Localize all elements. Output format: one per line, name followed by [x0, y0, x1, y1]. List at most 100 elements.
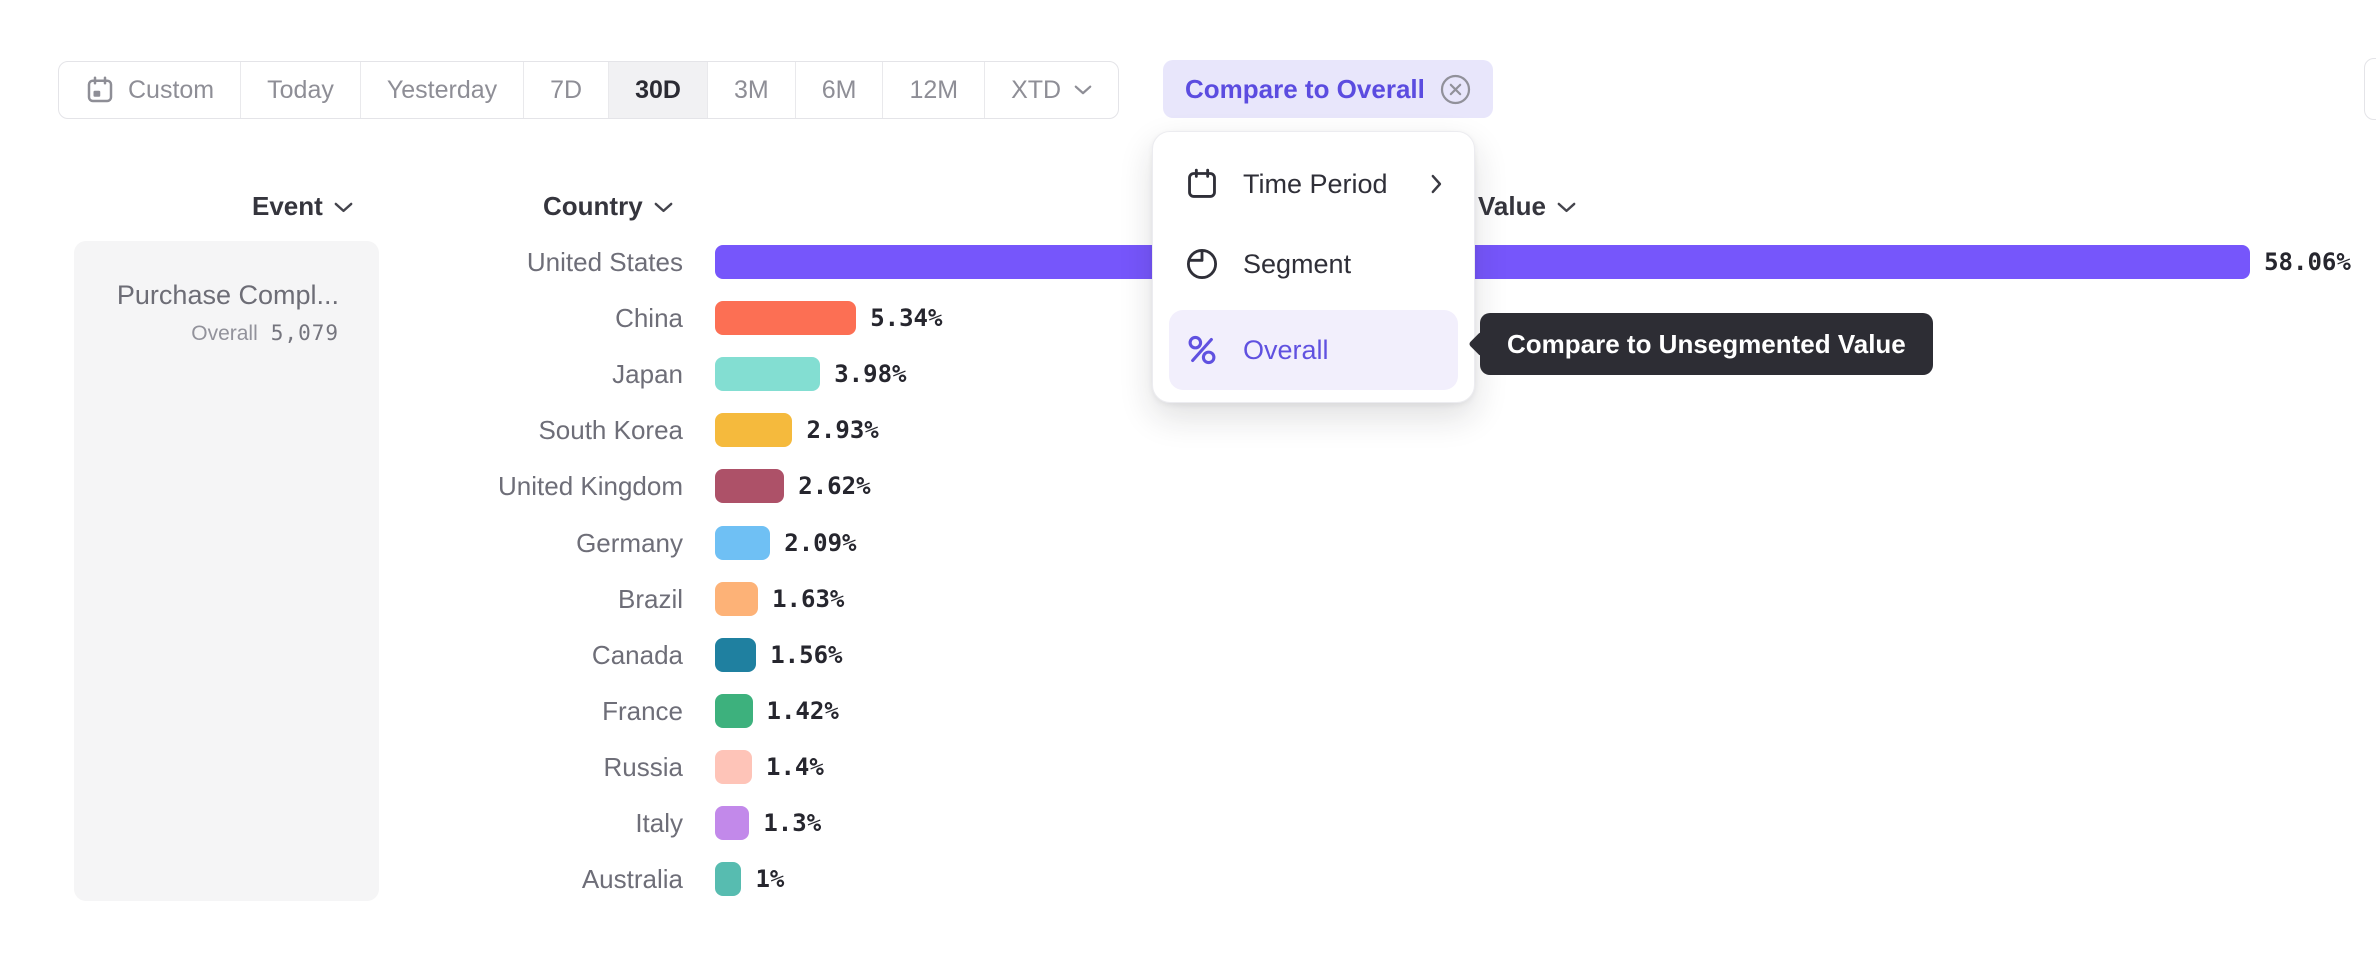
- chevron-down-icon: [654, 202, 673, 213]
- time-range-button-3m[interactable]: 3M: [708, 62, 796, 118]
- bar-segment[interactable]: [715, 469, 785, 504]
- time-range-button-30d[interactable]: 30D: [609, 62, 708, 118]
- menu-item-label: Time Period: [1243, 168, 1388, 199]
- percent-icon: [1188, 335, 1216, 365]
- row-label: Russia: [603, 751, 683, 782]
- compare-dropdown-menu: Time Period Segment Overall: [1152, 131, 1475, 403]
- time-range-button-yesterday[interactable]: Yesterday: [361, 62, 525, 118]
- time-range-button-7d[interactable]: 7D: [524, 62, 610, 118]
- menu-item-segment[interactable]: Segment: [1169, 232, 1458, 296]
- bar-segment[interactable]: [715, 413, 793, 448]
- chart-row-germany: Germany 2.09%: [0, 515, 2376, 571]
- bar-value-label: 1.42%: [766, 696, 839, 725]
- row-label: Australia: [581, 864, 683, 895]
- chart-row-south-korea: South Korea 2.93%: [0, 402, 2376, 458]
- row-label: Canada: [591, 639, 683, 670]
- bar-segment[interactable]: [715, 862, 742, 897]
- row-label: China: [615, 303, 683, 334]
- event-header-label: Event: [252, 190, 323, 221]
- compare-to-overall-chip[interactable]: Compare to Overall: [1163, 60, 1493, 118]
- time-range-button-12m[interactable]: 12M: [883, 62, 986, 118]
- bar-value-label: 1.3%: [763, 809, 822, 837]
- bar-value-label: 1.56%: [770, 640, 843, 669]
- chart-row-france: France 1.42%: [0, 683, 2376, 739]
- column-header-country[interactable]: Country: [543, 190, 673, 222]
- time-range-label: 7D: [550, 75, 583, 104]
- menu-item-icon-wrap: [1185, 333, 1219, 367]
- time-range-label: Custom: [128, 75, 215, 104]
- chart-row-russia: Russia 1.4%: [0, 739, 2376, 795]
- chart-row-italy: Italy 1.3%: [0, 795, 2376, 851]
- time-range-button-custom[interactable]: Custom: [59, 62, 242, 118]
- chevron-down-icon: [334, 202, 353, 213]
- bar-segment[interactable]: [715, 749, 753, 784]
- time-range-button-xtd[interactable]: XTD: [985, 62, 1118, 118]
- bar-value-label: 5.34%: [870, 304, 943, 333]
- time-range-label: Yesterday: [386, 75, 498, 104]
- menu-item-label: Overall: [1243, 334, 1329, 365]
- chart-row-china: China 5.34%: [0, 290, 2376, 346]
- bar-value-label: 2.93%: [806, 416, 879, 445]
- chart-row-united-kingdom: United Kingdom 2.62%: [0, 458, 2376, 514]
- row-label: United States: [526, 247, 683, 277]
- time-range-label: 3M: [733, 75, 769, 104]
- submenu-chevron-wrap: [1431, 174, 1442, 194]
- event-name: Purchase Compl...: [116, 280, 339, 310]
- time-range-label: 30D: [635, 75, 681, 104]
- time-range-label: 12M: [909, 75, 959, 104]
- chart-row-canada: Canada 1.56%: [0, 627, 2376, 683]
- country-bar-chart: United States 58.06% China 5.34% Japan 3.98% S…: [0, 234, 2376, 914]
- bar-segment[interactable]: [715, 245, 2251, 279]
- chevron-down-icon: [1557, 202, 1576, 213]
- chevron-right-icon: [1431, 174, 1442, 194]
- segment-icon: [1186, 248, 1218, 280]
- remove-compare-icon[interactable]: [1440, 74, 1471, 105]
- bar-segment[interactable]: [715, 581, 759, 616]
- menu-item-icon-wrap: [1185, 167, 1219, 201]
- tooltip: Compare to Unsegmented Value: [1468, 313, 1933, 375]
- menu-item-overall[interactable]: Overall: [1169, 310, 1458, 390]
- chart-row-japan: Japan 3.98%: [0, 346, 2376, 402]
- row-label: Italy: [635, 808, 683, 838]
- time-range-label: Today: [267, 75, 334, 104]
- time-range-button-today[interactable]: Today: [241, 62, 361, 118]
- chart-row-australia: Australia 1%: [0, 851, 2376, 907]
- bar-segment[interactable]: [715, 693, 753, 728]
- value-header-label: Value: [1478, 190, 1546, 221]
- bar-value-label: 1%: [755, 865, 785, 894]
- time-range-button-6m[interactable]: 6M: [796, 62, 884, 118]
- bar-value-label: 58.06%: [2264, 248, 2351, 276]
- chart-row-united-states: United States 58.06%: [0, 234, 2376, 290]
- column-header-value[interactable]: Value: [1478, 190, 1576, 222]
- column-header-event[interactable]: Event: [252, 190, 353, 222]
- menu-item-time-period[interactable]: Time Period: [1169, 152, 1458, 216]
- event-overall-row: Overall 5,079: [94, 321, 339, 346]
- chevron-down-icon: [1074, 85, 1092, 95]
- overall-count: 5,079: [270, 321, 339, 345]
- overall-label: Overall: [191, 322, 258, 345]
- menu-item-icon-wrap: [1185, 247, 1219, 281]
- row-label: France: [602, 695, 683, 726]
- event-panel[interactable]: Purchase Compl... Overall 5,079: [74, 241, 379, 901]
- bar-segment[interactable]: [715, 806, 750, 840]
- cutoff-button[interactable]: [2364, 58, 2376, 120]
- row-label: Japan: [612, 359, 683, 390]
- tooltip-text: Compare to Unsegmented Value: [1507, 328, 1906, 359]
- time-range-label: 6M: [821, 75, 857, 104]
- row-label: Brazil: [617, 583, 683, 614]
- country-header-label: Country: [543, 190, 643, 221]
- bar-segment[interactable]: [715, 357, 821, 392]
- calendar-icon: [1188, 168, 1216, 198]
- row-label: Germany: [576, 527, 683, 558]
- bar-value-label: 2.62%: [798, 472, 871, 501]
- menu-item-label: Segment: [1243, 248, 1352, 279]
- row-label: South Korea: [538, 415, 683, 446]
- bar-value-label: 3.98%: [834, 360, 907, 389]
- bar-segment[interactable]: [715, 637, 757, 672]
- date-range-toolbar: Custom Today Yesterday 7D 30D 3M 6M 12M XTD: [58, 61, 1120, 119]
- calendar-icon: [87, 76, 113, 103]
- bar-segment[interactable]: [715, 301, 857, 336]
- time-range-label: XTD: [1011, 75, 1062, 104]
- bar-segment[interactable]: [715, 525, 771, 560]
